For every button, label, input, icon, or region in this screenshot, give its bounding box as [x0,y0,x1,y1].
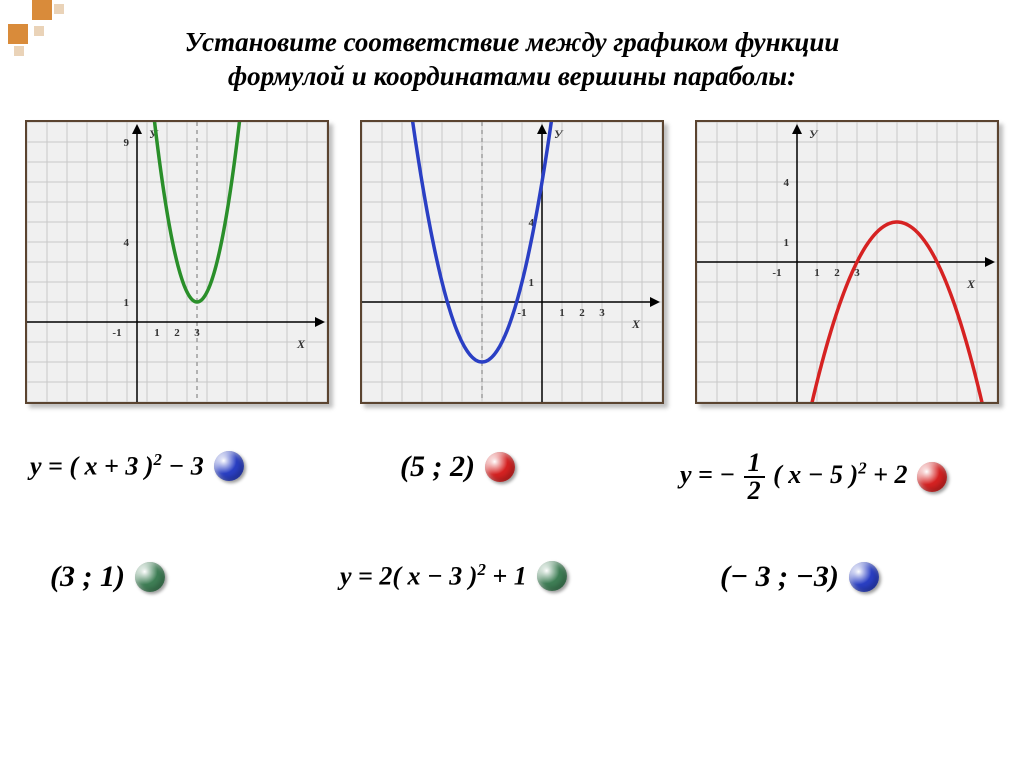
vertex-coord: (− 3 ; −3) [720,560,879,594]
svg-text:4: 4 [124,237,130,249]
coord-text: (5 ; 2) [400,450,475,484]
vertex-coord: (3 ; 1) [50,560,165,594]
svg-text:3: 3 [599,307,605,319]
formula-option: y = 2( x − 3 )2 + 1 [340,560,567,592]
formula-option: y = ( x + 3 )2 − 3 [30,450,244,482]
svg-text:2: 2 [175,327,181,339]
svg-text:9: 9 [124,137,130,149]
svg-text:-1: -1 [113,327,122,339]
svg-text:1: 1 [155,327,161,339]
svg-text:1: 1 [783,237,789,249]
red-dot [917,462,947,492]
svg-text:3: 3 [195,327,201,339]
vertex-coord: (5 ; 2) [400,450,515,484]
green-dot [537,561,567,591]
charts-row: 149-1123УХ 14-1123УХ 14-1123УХ [0,120,1024,404]
title-line-1: Установите соответствие между графиком ф… [0,26,1024,60]
svg-text:-1: -1 [772,267,781,279]
svg-text:1: 1 [124,297,130,309]
formula-text: y = ( x + 3 )2 − 3 [30,450,204,482]
svg-text:2: 2 [579,307,585,319]
svg-text:1: 1 [559,307,565,319]
svg-text:-1: -1 [517,307,526,319]
title-line-2: формулой и координатами вершины параболы… [0,60,1024,94]
svg-text:1: 1 [814,267,820,279]
svg-text:Х: Х [966,277,976,291]
svg-text:2: 2 [834,267,840,279]
formula-option: y = − 12 ( x − 5 )2 + 2 [680,450,947,504]
red-dot [485,452,515,482]
chart-3: 14-1123УХ [695,120,999,404]
formula-text: y = 2( x − 3 )2 + 1 [340,560,527,592]
svg-text:Х: Х [296,337,306,351]
page-title: Установите соответствие между графиком ф… [0,26,1024,94]
blue-dot [849,562,879,592]
svg-text:1: 1 [528,277,534,289]
svg-text:Х: Х [631,317,641,331]
svg-text:4: 4 [783,177,789,189]
coord-text: (− 3 ; −3) [720,560,839,594]
formula-text: y = − 12 ( x − 5 )2 + 2 [680,450,907,504]
chart-2: 14-1123УХ [360,120,664,404]
coord-text: (3 ; 1) [50,560,125,594]
green-dot [135,562,165,592]
blue-dot [214,451,244,481]
chart-1: 149-1123УХ [25,120,329,404]
